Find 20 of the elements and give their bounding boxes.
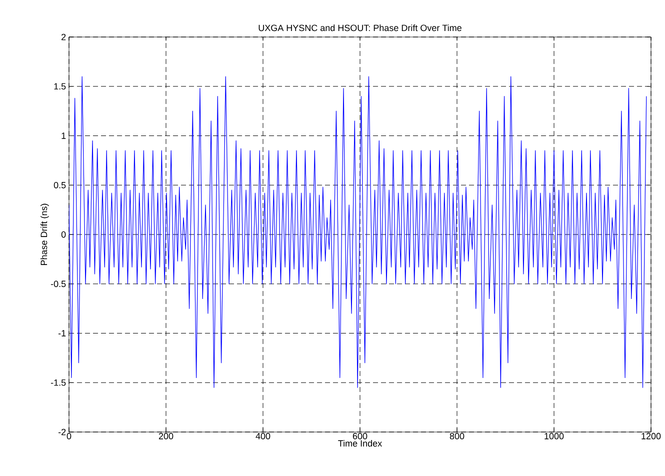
- x-tick-label: 800: [450, 432, 464, 440]
- y-tick-label: 2: [62, 34, 66, 40]
- chart-title: UXGA HYSNC and HSOUT: Phase Drift Over Time: [258, 24, 462, 32]
- y-tick-label: -2: [58, 428, 66, 436]
- x-tick-label: 200: [158, 432, 174, 440]
- x-tick-label: 400: [256, 432, 270, 440]
- y-axis-title: Phase Drift (ns): [40, 204, 49, 266]
- line-series: [69, 76, 647, 388]
- x-tick-label: 1200: [642, 432, 661, 440]
- y-tick-label: -1: [58, 330, 66, 336]
- x-tick-label: 600: [352, 432, 368, 440]
- x-axis-title: Time Index: [338, 440, 382, 447]
- y-tick-label: 0: [61, 231, 66, 238]
- x-tick-label: 1000: [544, 432, 564, 440]
- y-tick-label: 1: [62, 132, 66, 139]
- y-tick-label: 1.5: [54, 83, 66, 90]
- y-tick-label: -0.5: [50, 280, 66, 288]
- y-tick-label: -1.5: [50, 379, 66, 386]
- x-tick-label: 0: [66, 432, 72, 440]
- y-tick-label: 0.5: [54, 182, 66, 188]
